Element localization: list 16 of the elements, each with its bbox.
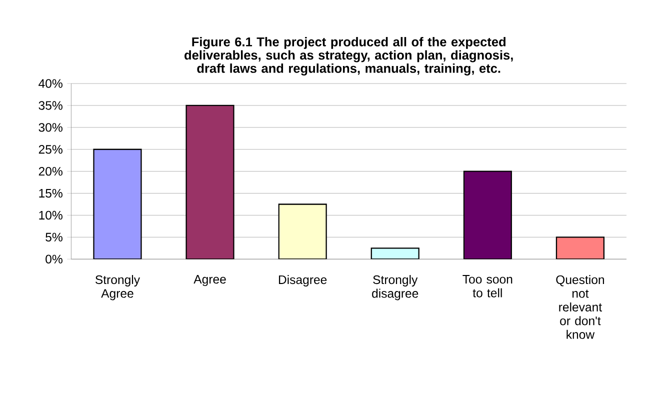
y-tick-label: 5% bbox=[46, 232, 62, 242]
x-tick-label: Strongly disagree bbox=[372, 275, 418, 300]
x-tick-label: Disagree bbox=[278, 275, 327, 287]
y-tick-label: 10% bbox=[39, 210, 62, 220]
y-tick-label: 20% bbox=[38, 167, 62, 176]
y-tick-label: 40% bbox=[38, 79, 62, 88]
x-tick-label: Too soon to tell bbox=[462, 275, 512, 298]
chart-title: Figure 6.1 The project produced all of the expected deliverables, such as strategy, action plan, diagnosis, draft laws and regulations, manuals, training, etc. bbox=[184, 37, 513, 76]
y-tick-label: 35% bbox=[38, 101, 62, 110]
x-tick-label: Agree bbox=[194, 275, 226, 286]
x-tick-label: Strongly Agree bbox=[95, 275, 140, 300]
x-tick-label: Question not relevant or don't know bbox=[556, 275, 604, 339]
y-tick-label: 30% bbox=[38, 123, 62, 132]
y-tick-label: 0% bbox=[46, 254, 62, 264]
y-tick-label: 25% bbox=[38, 145, 62, 154]
y-tick-label: 15% bbox=[39, 189, 62, 198]
